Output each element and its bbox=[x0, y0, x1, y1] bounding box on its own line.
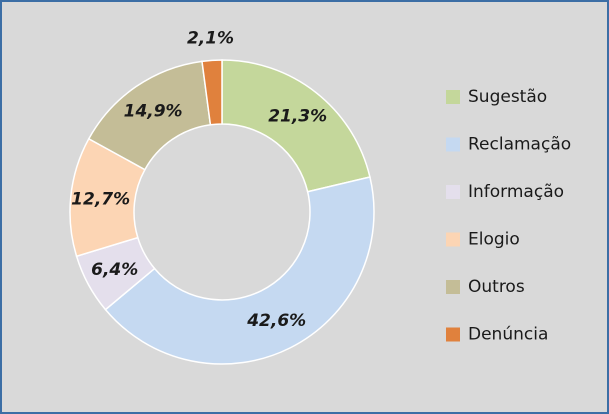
legend-swatch bbox=[446, 232, 460, 247]
legend-swatch bbox=[446, 137, 460, 152]
legend-label: Outros bbox=[468, 277, 525, 297]
data-label: 2,1% bbox=[187, 28, 234, 48]
legend-label: Elogio bbox=[468, 230, 520, 250]
legend-swatch bbox=[446, 327, 460, 342]
data-label: 6,4% bbox=[91, 260, 138, 280]
legend-swatch bbox=[446, 185, 460, 199]
data-label: 12,7% bbox=[71, 189, 130, 209]
legend-swatch bbox=[446, 90, 460, 104]
legend-label: Informação bbox=[468, 182, 564, 202]
data-label: 14,9% bbox=[124, 101, 183, 121]
legend-label: Sugestão bbox=[468, 87, 547, 107]
data-label: 42,6% bbox=[246, 311, 306, 331]
legend-swatch bbox=[446, 280, 460, 294]
legend-label: Reclamação bbox=[468, 135, 571, 155]
slice bbox=[104, 176, 375, 365]
legend-label: Denúncia bbox=[468, 325, 548, 345]
data-label: 21,3% bbox=[268, 106, 327, 126]
slice bbox=[201, 59, 223, 126]
